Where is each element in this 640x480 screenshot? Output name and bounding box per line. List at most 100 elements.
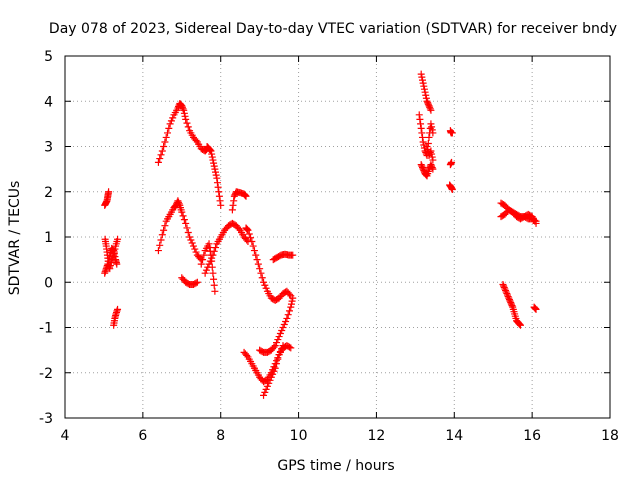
data-point	[428, 126, 436, 134]
data-point	[165, 124, 173, 132]
y-tick-label: 2	[44, 185, 53, 201]
data-point	[420, 82, 428, 90]
data-point	[505, 294, 513, 302]
data-point	[230, 197, 238, 205]
data-point	[262, 385, 270, 393]
data-point	[516, 321, 524, 329]
data-point	[197, 260, 205, 268]
data-point	[275, 351, 283, 359]
data-point	[418, 129, 426, 137]
data-point	[417, 120, 425, 128]
data-point	[505, 296, 513, 304]
data-point	[427, 161, 435, 169]
x-tick-label: 10	[290, 428, 308, 444]
y-tick-label: -2	[39, 366, 53, 382]
series-s27	[530, 303, 540, 313]
data-point	[183, 224, 191, 232]
data-point	[164, 129, 172, 137]
series-s19	[417, 161, 437, 180]
data-point	[202, 266, 210, 274]
data-point	[208, 153, 216, 161]
data-point	[243, 236, 251, 244]
data-point	[261, 388, 269, 396]
data-point	[429, 129, 437, 137]
data-point	[502, 288, 510, 296]
data-point	[250, 247, 258, 255]
data-point	[422, 94, 430, 102]
data-point	[247, 234, 255, 242]
data-point	[188, 239, 196, 247]
series-s11	[228, 188, 250, 214]
data-point	[210, 159, 218, 167]
y-tick-label: 5	[44, 49, 53, 65]
data-point	[507, 300, 515, 308]
data-point	[426, 105, 434, 113]
data-point	[211, 165, 219, 173]
data-point	[169, 114, 177, 122]
data-point	[419, 165, 427, 173]
x-tick-labels: 4 6 8 10 12 14 16 18	[61, 428, 619, 444]
data-point	[215, 188, 223, 196]
data-point	[420, 167, 428, 175]
y-tick-labels: -3 -2 -1 0 1 2 3 4 5	[39, 49, 53, 427]
data-point	[154, 158, 162, 166]
data-point	[448, 158, 456, 166]
data-point	[448, 185, 456, 193]
series-s10	[201, 219, 252, 277]
data-point	[230, 192, 238, 200]
data-point	[192, 136, 200, 144]
x-tick-label: 8	[216, 428, 225, 444]
data-point	[212, 168, 220, 176]
data-point	[206, 146, 214, 154]
data-point	[262, 284, 270, 292]
data-point	[243, 225, 251, 233]
data-point	[241, 191, 249, 199]
data-point	[499, 281, 507, 289]
data-point	[423, 143, 431, 150]
data-point	[287, 303, 295, 311]
data-point	[205, 260, 213, 268]
data-point	[183, 119, 191, 127]
data-point	[429, 156, 437, 164]
data-point	[278, 345, 286, 353]
data-point	[206, 257, 214, 265]
data-point	[241, 192, 249, 200]
x-tick-label: 12	[368, 428, 386, 444]
data-point	[182, 115, 190, 123]
series-s26	[499, 281, 524, 329]
series-s14	[240, 342, 295, 386]
data-point	[418, 76, 426, 84]
data-point	[424, 139, 432, 147]
x-axis-label: GPS time / hours	[277, 458, 394, 474]
series-s5	[154, 100, 211, 166]
data-point	[425, 133, 433, 141]
data-point	[415, 111, 423, 119]
data-point	[167, 117, 175, 125]
series-s13	[269, 250, 297, 264]
data-point	[191, 245, 199, 253]
data-point	[187, 236, 195, 244]
data-point	[423, 97, 431, 105]
x-tick-label: 18	[601, 428, 619, 444]
data-point	[260, 391, 268, 399]
data-point	[274, 355, 282, 363]
data-point	[212, 244, 220, 252]
data-point	[162, 133, 170, 141]
series-s6	[203, 143, 225, 209]
series-s12	[242, 224, 295, 304]
data-point	[276, 348, 284, 356]
data-point	[244, 226, 252, 234]
data-point	[418, 133, 426, 141]
data-point	[426, 149, 434, 157]
data-point	[427, 120, 435, 128]
data-point	[289, 294, 297, 302]
data-point	[287, 344, 295, 352]
data-point	[260, 278, 268, 286]
data-point	[429, 165, 437, 173]
data-point	[289, 251, 297, 259]
data-point	[111, 253, 119, 261]
data-point	[266, 376, 274, 384]
data-point	[113, 260, 121, 268]
data-point	[420, 85, 428, 93]
